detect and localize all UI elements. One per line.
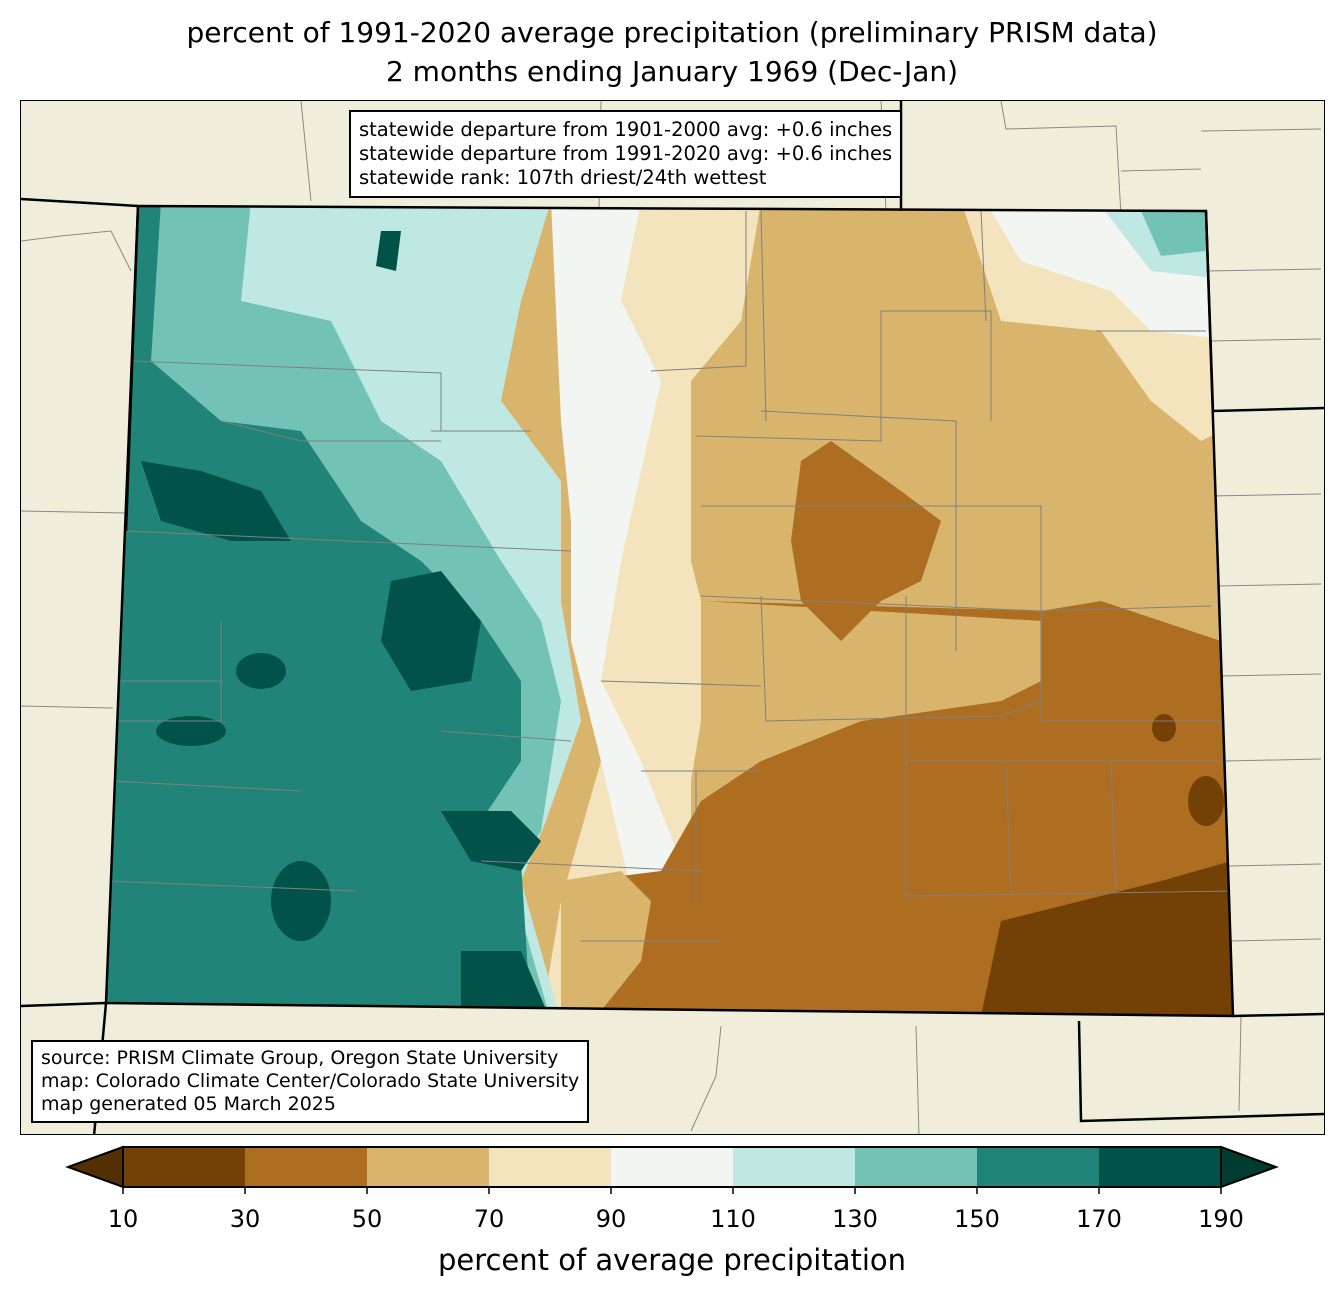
colorbar-tick-label: 10: [107, 1205, 139, 1233]
colorbar-under-arrow: [65, 1145, 124, 1189]
colorbar-tick-label: 130: [832, 1205, 878, 1233]
map-canvas: [21, 101, 1324, 1134]
colorbar-segment: [611, 1147, 734, 1187]
colorbar-tick-label: 110: [710, 1205, 756, 1233]
colorbar-segment: [977, 1147, 1100, 1187]
colorbar-tick-label: 30: [229, 1205, 261, 1233]
colorbar-segment: [367, 1147, 490, 1187]
colorbar-over-arrow: [1220, 1145, 1279, 1189]
colorbar-segment: [123, 1147, 246, 1187]
map-title-line2: 2 months ending January 1969 (Dec-Jan): [385, 55, 959, 88]
colorbar-tick-label: 90: [595, 1205, 627, 1233]
stats-line3: statewide rank: 107th driest/24th wettes…: [359, 166, 767, 189]
colorbar-segment: [1099, 1147, 1222, 1187]
colorbar-tick-label: 70: [473, 1205, 505, 1233]
statewide-stats-box: statewide departure from 1901-2000 avg: …: [349, 110, 903, 198]
source-line3: map generated 05 March 2025: [41, 1093, 336, 1115]
county-lines: [106, 210, 1232, 942]
source-line1: source: PRISM Climate Group, Oregon Stat…: [41, 1047, 559, 1069]
colorbar-tick-label: 190: [1198, 1205, 1244, 1233]
colorbar-segment: [733, 1147, 856, 1187]
stats-line1: statewide departure from 1901-2000 avg: …: [359, 118, 893, 141]
colorbar-tick-label: 150: [954, 1205, 1000, 1233]
colorbar-tick-label: 170: [1076, 1205, 1122, 1233]
colorbar-segment: [855, 1147, 978, 1187]
source-box: source: PRISM Climate Group, Oregon Stat…: [31, 1040, 590, 1123]
colorbar-label: percent of average precipitation: [437, 1243, 907, 1277]
colorbar-segment: [489, 1147, 612, 1187]
stats-line2: statewide departure from 1991-2020 avg: …: [359, 142, 893, 165]
colorbar-segment: [245, 1147, 368, 1187]
precipitation-map: [20, 100, 1325, 1135]
colorbar-frame: [122, 1146, 1222, 1188]
colorbar-tick-label: 50: [351, 1205, 383, 1233]
source-line2: map: Colorado Climate Center/Colorado St…: [41, 1070, 580, 1092]
colorbar: [65, 1145, 1279, 1194]
map-title-line1: percent of 1991-2020 average precipitati…: [186, 16, 1158, 49]
